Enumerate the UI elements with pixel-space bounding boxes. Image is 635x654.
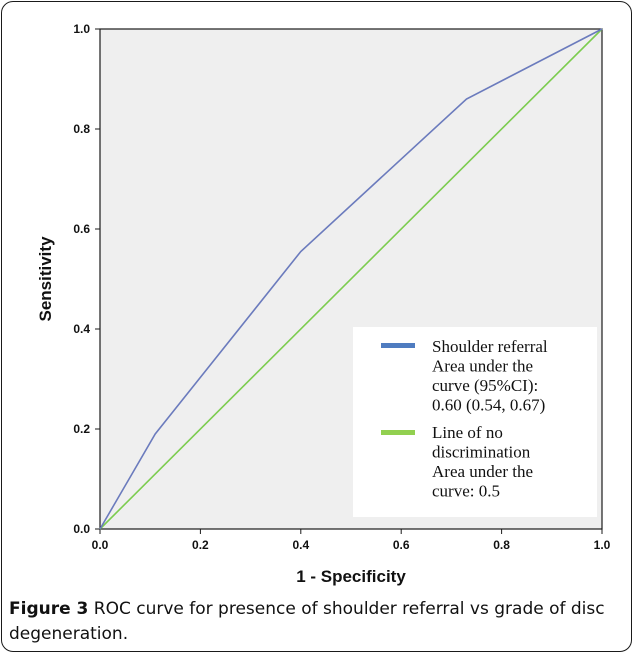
y-tick-label: 0.0 — [73, 522, 90, 536]
y-axis-title: Sensitivity — [36, 236, 55, 322]
y-tick-label: 0.4 — [73, 322, 90, 336]
x-tick-label: 0.0 — [92, 538, 109, 552]
legend-box — [353, 327, 597, 517]
y-tick-label: 0.8 — [73, 122, 90, 136]
legend-text-line: curve: 0.5 — [432, 482, 500, 501]
x-tick-label: 0.2 — [192, 538, 209, 552]
x-tick-label: 1.0 — [594, 538, 611, 552]
roc-curve-shoulder-referral — [99, 28, 603, 530]
legend-text-line: 0.60 (0.54, 0.67) — [432, 396, 545, 415]
x-tick-label: 0.6 — [393, 538, 410, 552]
legend-text-line: discrimination — [432, 443, 531, 462]
legend-text-line: Area under the — [432, 462, 533, 481]
caption-text: ROC curve for presence of shoulder refer… — [9, 599, 605, 644]
series-layer — [99, 28, 603, 530]
x-tick-label: 0.4 — [292, 538, 309, 552]
legend-text-line: Line of no — [432, 423, 503, 442]
y-tick-label: 0.6 — [73, 222, 90, 236]
x-tick-label: 0.8 — [493, 538, 510, 552]
figure-caption: Figure 3 ROC curve for presence of shoul… — [9, 597, 619, 647]
legend-swatch-shoulder-referral — [381, 343, 415, 348]
legend-text-line: Area under the — [432, 357, 533, 376]
legend-text-line: curve (95%CI): — [432, 376, 538, 395]
y-axis-ticks: 0.0 0.2 0.4 0.6 0.8 1.0 — [73, 22, 100, 536]
y-tick-label: 0.2 — [73, 422, 90, 436]
x-axis-ticks: 0.0 0.2 0.4 0.6 0.8 1.0 — [92, 529, 611, 552]
y-tick-label: 1.0 — [73, 22, 90, 36]
legend-swatch-line-of-no-discrimination — [381, 430, 415, 435]
legend-text-line: Shoulder referral — [432, 337, 548, 356]
line-of-no-discrimination — [99, 28, 603, 530]
x-axis-title: 1 - Specificity — [296, 567, 406, 586]
figure-label: Figure 3 — [9, 599, 89, 619]
roc-chart: 0.0 0.2 0.4 0.6 0.8 1.0 0.0 0.2 0.4 0.6 0.8 1.0 Se… — [36, 22, 611, 586]
